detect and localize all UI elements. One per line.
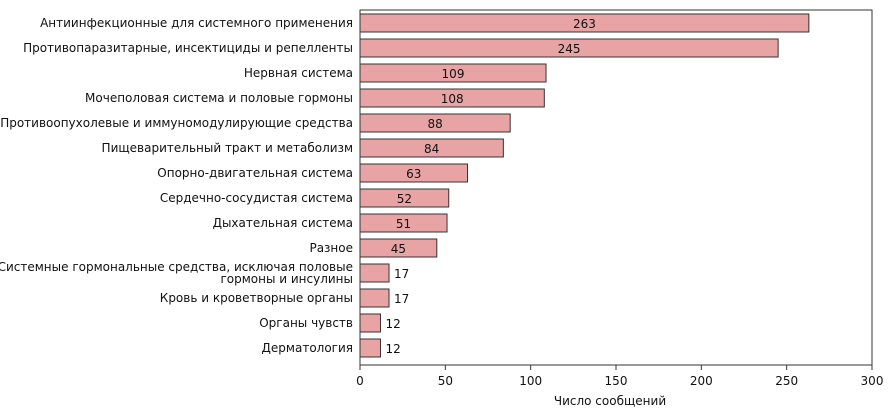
value-label: 109 [442,67,465,81]
category-label: Дерматология [262,341,353,355]
category-label: Антиинфекционные для системного применен… [40,16,353,30]
category-label: Пищеварительный тракт и метаболизм [102,141,353,155]
plot-frame [359,9,873,366]
value-label: 51 [396,217,411,231]
value-label: 45 [391,242,406,256]
bar [359,338,381,358]
x-tick-label: 100 [519,374,542,388]
value-label: 12 [385,317,400,331]
value-label: 63 [406,167,421,181]
bar [359,288,390,308]
bar [359,263,390,283]
category-label: Системные гормональные средства, исключа… [0,260,353,286]
category-label: Кровь и кроветворные органы [160,291,353,305]
x-axis-title: Число сообщений [554,394,666,408]
category-label: Нервная система [244,66,353,80]
value-label: 12 [385,342,400,356]
value-label: 245 [558,42,581,56]
value-label: 17 [394,267,409,281]
category-label: Разное [309,241,353,255]
category-label: Опорно-двигательная система [157,166,353,180]
category-label: Органы чувств [259,316,353,330]
category-label: Мочеполовая система и половые гормоны [85,91,353,105]
category-label: Дыхательная система [213,216,353,230]
category-label: Противопаразитарные, инсектициды и репел… [23,41,353,55]
bars [359,13,810,358]
category-label: Противоопухолевые и иммуномодулирующие с… [0,116,353,130]
bar [359,313,381,333]
category-labels: Антиинфекционные для системного применен… [0,16,353,355]
value-label: 263 [573,17,596,31]
x-axis-ticks: 0 50 100 150 200 250 300 [356,365,883,388]
value-label: 52 [397,192,412,206]
value-label: 88 [427,117,442,131]
value-label: 108 [441,92,464,106]
x-tick-label: 300 [861,374,884,388]
x-tick-label: 250 [775,374,798,388]
value-label: 17 [394,292,409,306]
x-tick-label: 0 [356,374,364,388]
x-tick-label: 50 [438,374,453,388]
x-tick-label: 200 [690,374,713,388]
x-tick-label: 150 [605,374,628,388]
category-label: Сердечно-сосудистая система [160,191,353,205]
value-label: 84 [424,142,439,156]
